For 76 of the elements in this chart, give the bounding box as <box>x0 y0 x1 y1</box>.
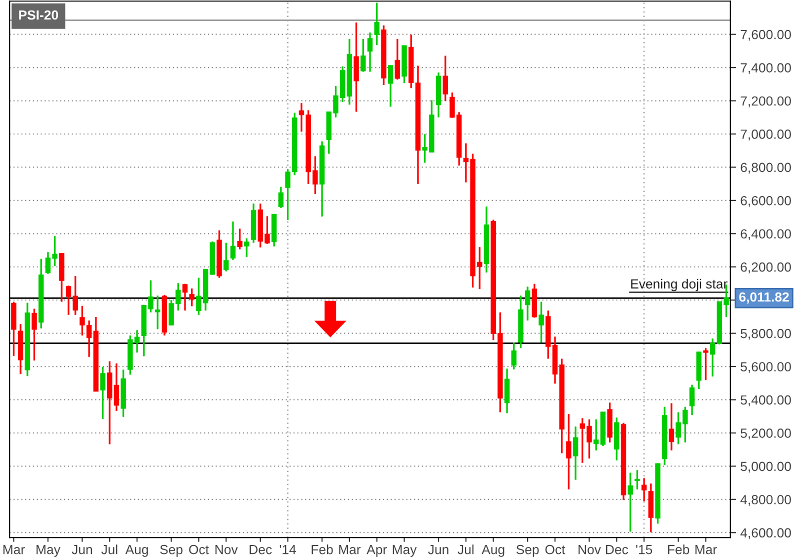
x-tick-label: Jun <box>72 545 92 554</box>
x-tick-label: Dec <box>250 545 272 554</box>
text: PSI-20 <box>19 10 58 20</box>
x-tick-label: Mar <box>695 545 717 554</box>
x-tick-label: '15 <box>636 545 652 554</box>
x-tick-label: '14 <box>280 545 296 554</box>
text: 6,011.82 <box>739 292 789 304</box>
y-tick-label: 7,400.00 <box>740 63 791 74</box>
candlestick <box>367 32 373 73</box>
candlestick <box>114 362 120 412</box>
x-tick-label: Apr <box>366 545 387 557</box>
candlestick <box>230 220 236 261</box>
candlestick <box>524 286 530 322</box>
x-tick-label: Aug <box>125 545 148 557</box>
x-tick-label: Feb <box>312 544 333 554</box>
x-tick-label: Oct <box>189 544 209 554</box>
x-tick-label: Mar <box>339 545 361 554</box>
candlestick <box>668 402 674 452</box>
x-tick-label: Nov <box>578 545 601 554</box>
y-tick-label: 5,200.00 <box>740 428 791 440</box>
candlestick <box>593 418 599 452</box>
y-tick-label: 4,800.00 <box>740 494 791 506</box>
candlestick <box>66 284 72 316</box>
candlestick <box>689 384 695 416</box>
y-tick-label: 5,800.00 <box>740 328 791 340</box>
candlestick <box>189 288 194 308</box>
candlestick <box>32 308 37 362</box>
candlestick <box>100 366 106 420</box>
candlestick <box>628 472 633 532</box>
y-tick-label: 5,400.00 <box>740 395 791 406</box>
x-tick-label: May <box>392 545 417 557</box>
y-tick-label: 6,600.00 <box>740 196 791 207</box>
y-tick-label: 5,000.00 <box>740 462 791 473</box>
y-tick-label: 6,800.00 <box>740 162 791 174</box>
candlestick <box>634 469 640 490</box>
candlestick <box>442 54 448 102</box>
candlestick <box>224 242 229 272</box>
candlestick <box>504 368 510 414</box>
candlestick <box>154 294 160 330</box>
candlestick <box>237 228 242 250</box>
candlestick <box>182 282 188 312</box>
candlestick <box>388 64 394 108</box>
candlestick <box>710 338 716 378</box>
candlestick <box>374 2 380 46</box>
candlestick <box>703 347 708 381</box>
candlestick <box>641 477 647 502</box>
candlestick <box>572 426 578 481</box>
candlestick <box>394 38 400 81</box>
candlestick <box>278 186 284 209</box>
ref-line-label: Evening doji star <box>631 278 728 292</box>
y-tick-label: 7,200.00 <box>740 96 791 108</box>
y-tick-label: 6,400.00 <box>740 229 791 240</box>
x-tick-label: Mar <box>3 545 25 554</box>
x-tick-label: Jun <box>428 545 448 554</box>
x-tick-label: Sep <box>160 544 182 557</box>
x-tick-label: Aug <box>482 545 504 557</box>
x-tick-label: Oct <box>545 544 566 554</box>
candlestick <box>360 38 366 73</box>
candlestick <box>511 342 516 370</box>
candlestick <box>538 300 544 344</box>
y-tick-label: 6,200.00 <box>740 262 791 274</box>
candlestick <box>72 275 78 316</box>
y-tick-label: 7,000.00 <box>740 130 791 140</box>
x-tick-label: Dec <box>606 545 628 554</box>
x-tick-label: May <box>36 545 60 557</box>
candlestick <box>566 413 572 490</box>
x-tick-label: Sep <box>516 544 539 557</box>
x-tick-label: Jul <box>101 544 118 554</box>
x-tick-label: Jul <box>458 544 474 554</box>
candlestick <box>244 237 250 258</box>
y-tick-label: 4,600.00 <box>740 528 791 540</box>
y-tick-label: 7,600.00 <box>740 30 791 41</box>
x-tick-label: Nov <box>215 545 238 554</box>
candlestick <box>354 22 359 113</box>
x-tick-label: Feb <box>668 544 690 554</box>
y-tick-label: 5,600.00 <box>740 362 791 373</box>
